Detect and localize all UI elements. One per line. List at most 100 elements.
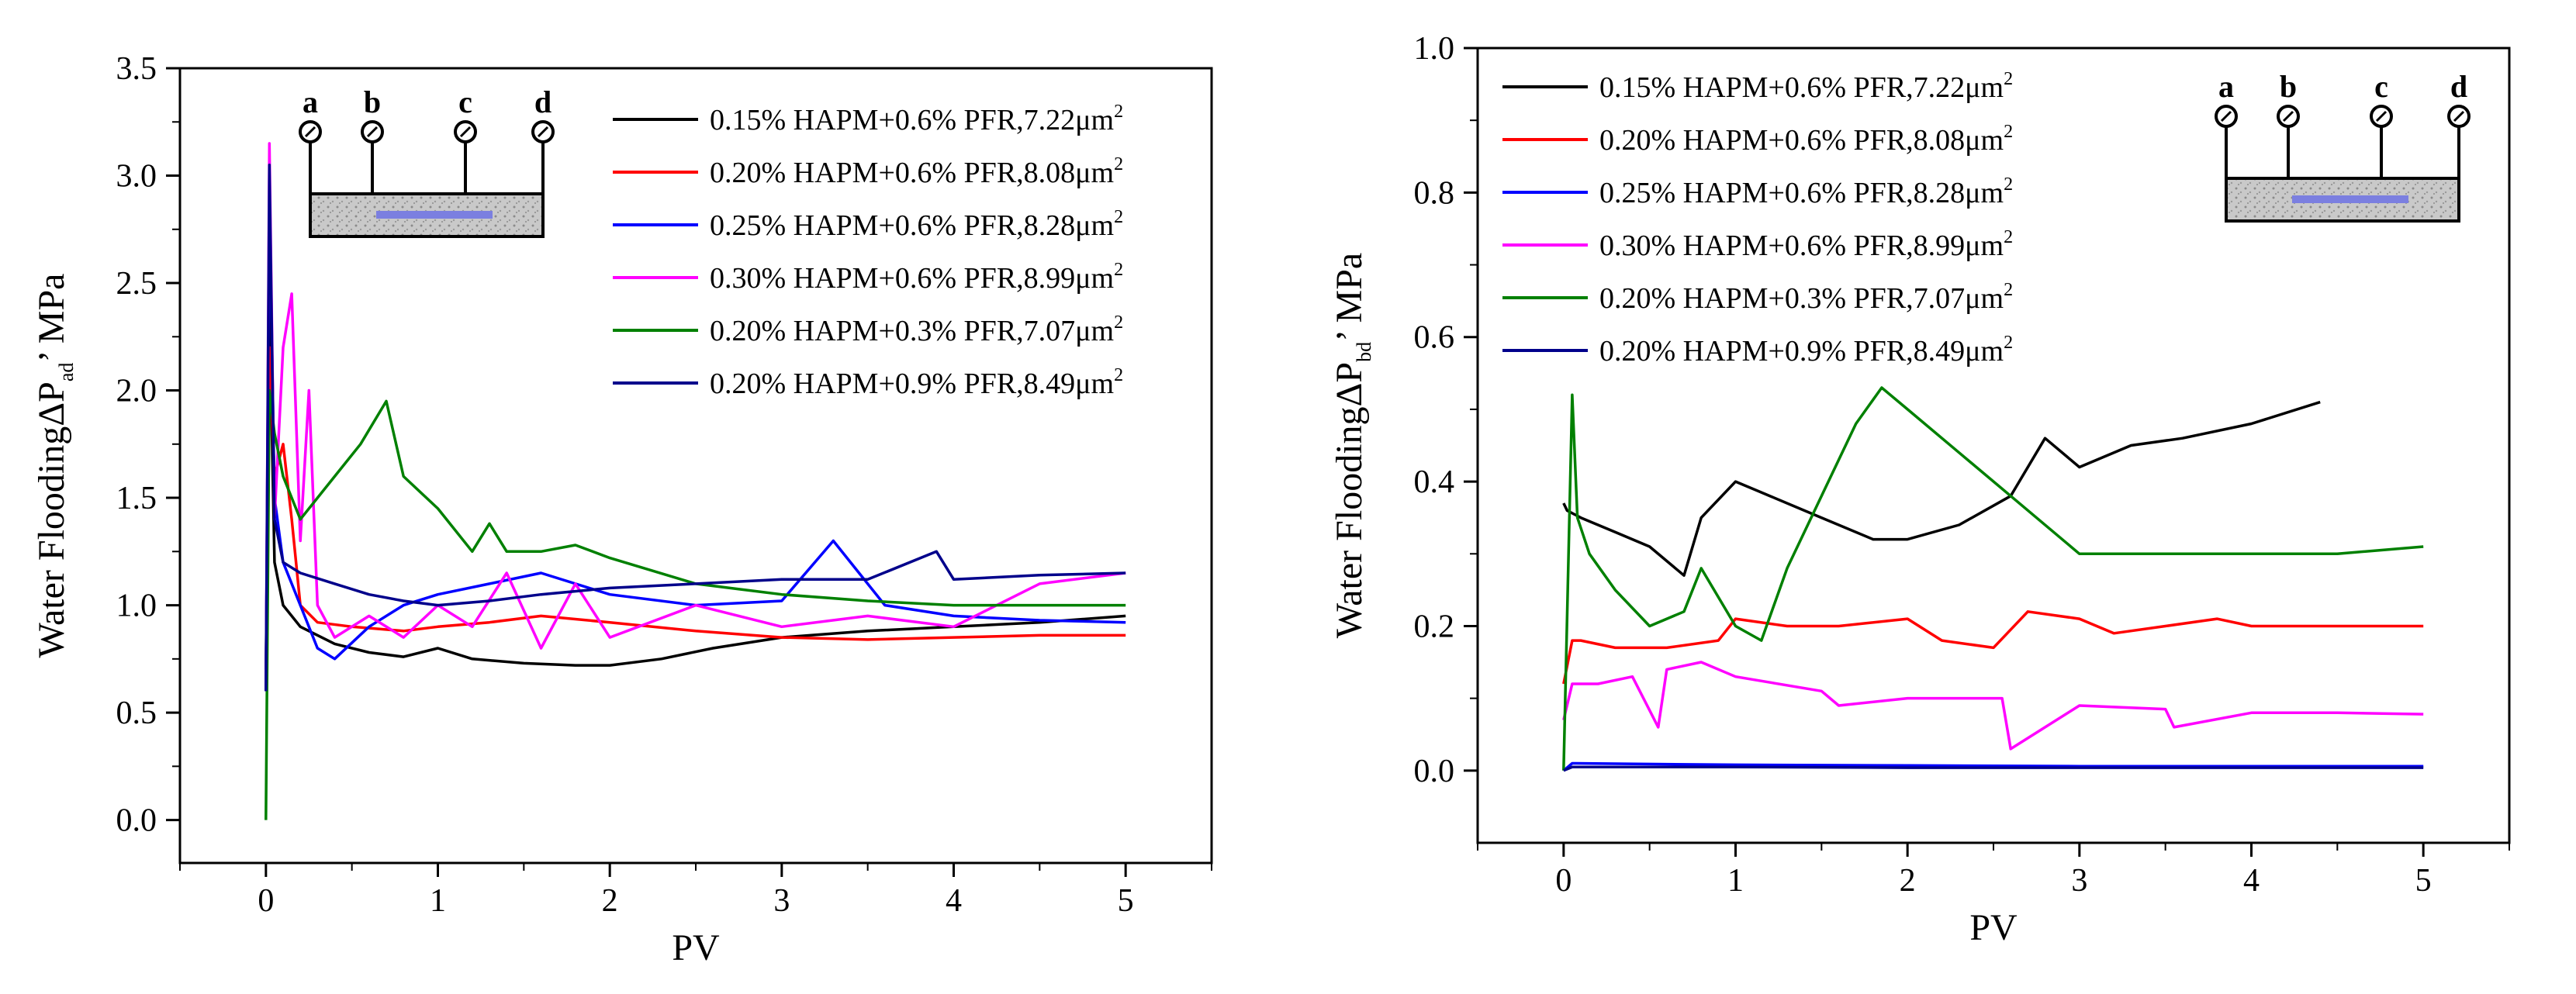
legend-superscript: 2 — [1114, 154, 1123, 174]
probe-label-d: d — [534, 85, 552, 119]
plot-area — [1562, 386, 2424, 772]
y-tick-label: 3.0 — [116, 159, 157, 195]
x-tick-label: 3 — [773, 883, 790, 919]
series-line-2 — [1562, 610, 2424, 685]
y-tick-label: 2.0 — [116, 374, 157, 409]
series-line-2 — [265, 346, 1126, 692]
legend-name: 0.20% HAPM+0.6% PFR,8.08μm — [710, 157, 1114, 189]
gauge-needle — [2220, 110, 2232, 123]
x-tick-label: 2 — [602, 883, 618, 919]
series-line-1 — [1562, 400, 2321, 577]
legend-label-3: 0.25% HAPM+0.6% PFR,8.28μm2 — [1599, 174, 2013, 209]
probe-label-c: c — [2374, 69, 2388, 104]
y-tick-label: 0.8 — [1414, 175, 1455, 211]
gauge-needle — [537, 126, 549, 138]
gauge-needle — [366, 126, 379, 138]
probe-label-a: a — [303, 85, 318, 119]
series-line-6 — [265, 163, 1126, 692]
x-tick-label: 3 — [2071, 863, 2087, 899]
gauge-needle — [2453, 110, 2465, 123]
legend-label-5: 0.20% HAPM+0.3% PFR,7.07μm2 — [1599, 280, 2013, 315]
legend-superscript: 2 — [2004, 227, 2013, 247]
x-tick-label: 4 — [946, 883, 962, 919]
legend-label-5: 0.20% HAPM+0.3% PFR,7.07μm2 — [710, 312, 1123, 347]
y-tick-label: 1.5 — [116, 481, 157, 516]
legend-name: 0.25% HAPM+0.6% PFR,8.28μm — [710, 209, 1114, 242]
legend-label-6: 0.20% HAPM+0.9% PFR,8.49μm2 — [710, 365, 1123, 400]
y-tick-label: 1.0 — [1414, 31, 1455, 67]
core-sample-inset: a b c d — [299, 85, 555, 238]
series-line-5 — [1562, 386, 2424, 771]
x-tick-label: 0 — [258, 883, 274, 919]
legend-name: 0.25% HAPM+0.6% PFR,8.28μm — [1599, 177, 2004, 209]
legend-name: 0.20% HAPM+0.3% PFR,7.07μm — [1599, 282, 2004, 315]
gauge-needle — [2375, 110, 2388, 123]
y-title-main: Water Flooding — [31, 426, 72, 658]
x-tick-label: 1 — [430, 883, 446, 919]
series-line-5 — [265, 388, 1126, 820]
legend-superscript: 2 — [2004, 174, 2013, 195]
x-tick-label: 5 — [1118, 883, 1134, 919]
legend-name: 0.20% HAPM+0.3% PFR,7.07μm — [710, 315, 1114, 347]
legend-name: 0.30% HAPM+0.6% PFR,8.99μm — [710, 262, 1114, 295]
plot-frame — [1476, 47, 2511, 844]
legend-name: 0.30% HAPM+0.6% PFR,8.99μm — [1599, 230, 2004, 262]
y-axis-title: Water FloodingΔPbd’ MPa — [1329, 253, 1375, 638]
y-tick-label: 0.5 — [116, 695, 157, 731]
y-tick-label: 0.4 — [1414, 464, 1455, 500]
y-tick-label: 0.2 — [1414, 609, 1455, 644]
y-tick-label: 0.0 — [1414, 754, 1455, 789]
legend-label-2: 0.20% HAPM+0.6% PFR,8.08μm2 — [710, 154, 1123, 189]
probe-label-b: b — [2280, 69, 2297, 104]
y-title-unit: ’ MPa — [1329, 253, 1370, 342]
y-tick-label: 2.5 — [116, 266, 157, 302]
legend-superscript: 2 — [1114, 365, 1123, 385]
legend-superscript: 2 — [2004, 122, 2013, 142]
legend-name: 0.15% HAPM+0.6% PFR,7.22μm — [1599, 71, 2004, 104]
legend-label-1: 0.15% HAPM+0.6% PFR,7.22μm2 — [710, 102, 1123, 136]
legend-label-1: 0.15% HAPM+0.6% PFR,7.22μm2 — [1599, 69, 2013, 104]
legend-superscript: 2 — [1114, 102, 1123, 122]
y-tick-label: 1.0 — [116, 588, 157, 624]
legend-name: 0.15% HAPM+0.6% PFR,7.22μm — [710, 104, 1114, 136]
legend-label-2: 0.20% HAPM+0.6% PFR,8.08μm2 — [1599, 122, 2013, 157]
legend-superscript: 2 — [2004, 333, 2013, 353]
legend-label-4: 0.30% HAPM+0.6% PFR,8.99μm2 — [710, 260, 1123, 295]
y-tick-label: 0.6 — [1414, 320, 1455, 356]
legend-label-3: 0.25% HAPM+0.6% PFR,8.28μm2 — [710, 207, 1123, 242]
series-line-3 — [265, 195, 1126, 692]
series-line-4 — [1562, 661, 2424, 751]
legend-name: 0.20% HAPM+0.9% PFR,8.49μm — [710, 368, 1114, 400]
series-line-6 — [1563, 765, 2424, 772]
y-title-subscript: ad — [55, 363, 78, 382]
y-title-delta: ΔP — [31, 381, 72, 426]
y-axis-title: Water FloodingΔPad’ MPa — [31, 274, 78, 658]
legend-superscript: 2 — [2004, 69, 2013, 89]
x-tick-label: 4 — [2243, 863, 2260, 899]
y-title-subscript: bd — [1353, 342, 1375, 362]
y-title-main: Water Flooding — [1329, 406, 1370, 638]
legend-superscript: 2 — [1114, 207, 1123, 227]
probe-label-c: c — [458, 85, 472, 119]
x-tick-label: 5 — [2415, 863, 2432, 899]
legend-superscript: 2 — [2004, 280, 2013, 300]
legend-label-6: 0.20% HAPM+0.9% PFR,8.49μm2 — [1599, 333, 2013, 368]
chart-left: 0 1 2 3 4 5 0.0 0.5 1.0 1.5 2.0 2.5 3.0 3.5 PV Water Fl… — [31, 51, 1213, 968]
x-axis-title: PV — [1969, 907, 2018, 948]
legend-label-4: 0.30% HAPM+0.6% PFR,8.99μm2 — [1599, 227, 2013, 262]
chart-right: 0 1 2 3 4 5 0.0 0.2 0.4 0.6 0.8 1.0 PV Water Flooding… — [1329, 31, 2511, 948]
y-title-unit: ’ MPa — [31, 274, 72, 363]
gauge-needle — [2282, 110, 2294, 123]
legend-name: 0.20% HAPM+0.9% PFR,8.49μm — [1599, 335, 2004, 368]
probe-label-b: b — [364, 85, 381, 119]
x-tick-label: 1 — [1727, 863, 1744, 899]
core-sample-inset: a b c d — [2215, 69, 2471, 223]
legend-superscript: 2 — [1114, 312, 1123, 333]
legend-superscript: 2 — [1114, 260, 1123, 280]
legend-name: 0.20% HAPM+0.6% PFR,8.08μm — [1599, 124, 2004, 157]
probe-label-d: d — [2450, 69, 2467, 104]
probe-label-a: a — [2218, 69, 2234, 104]
series-line-3 — [1562, 761, 2424, 772]
gauge-needle — [459, 126, 472, 138]
